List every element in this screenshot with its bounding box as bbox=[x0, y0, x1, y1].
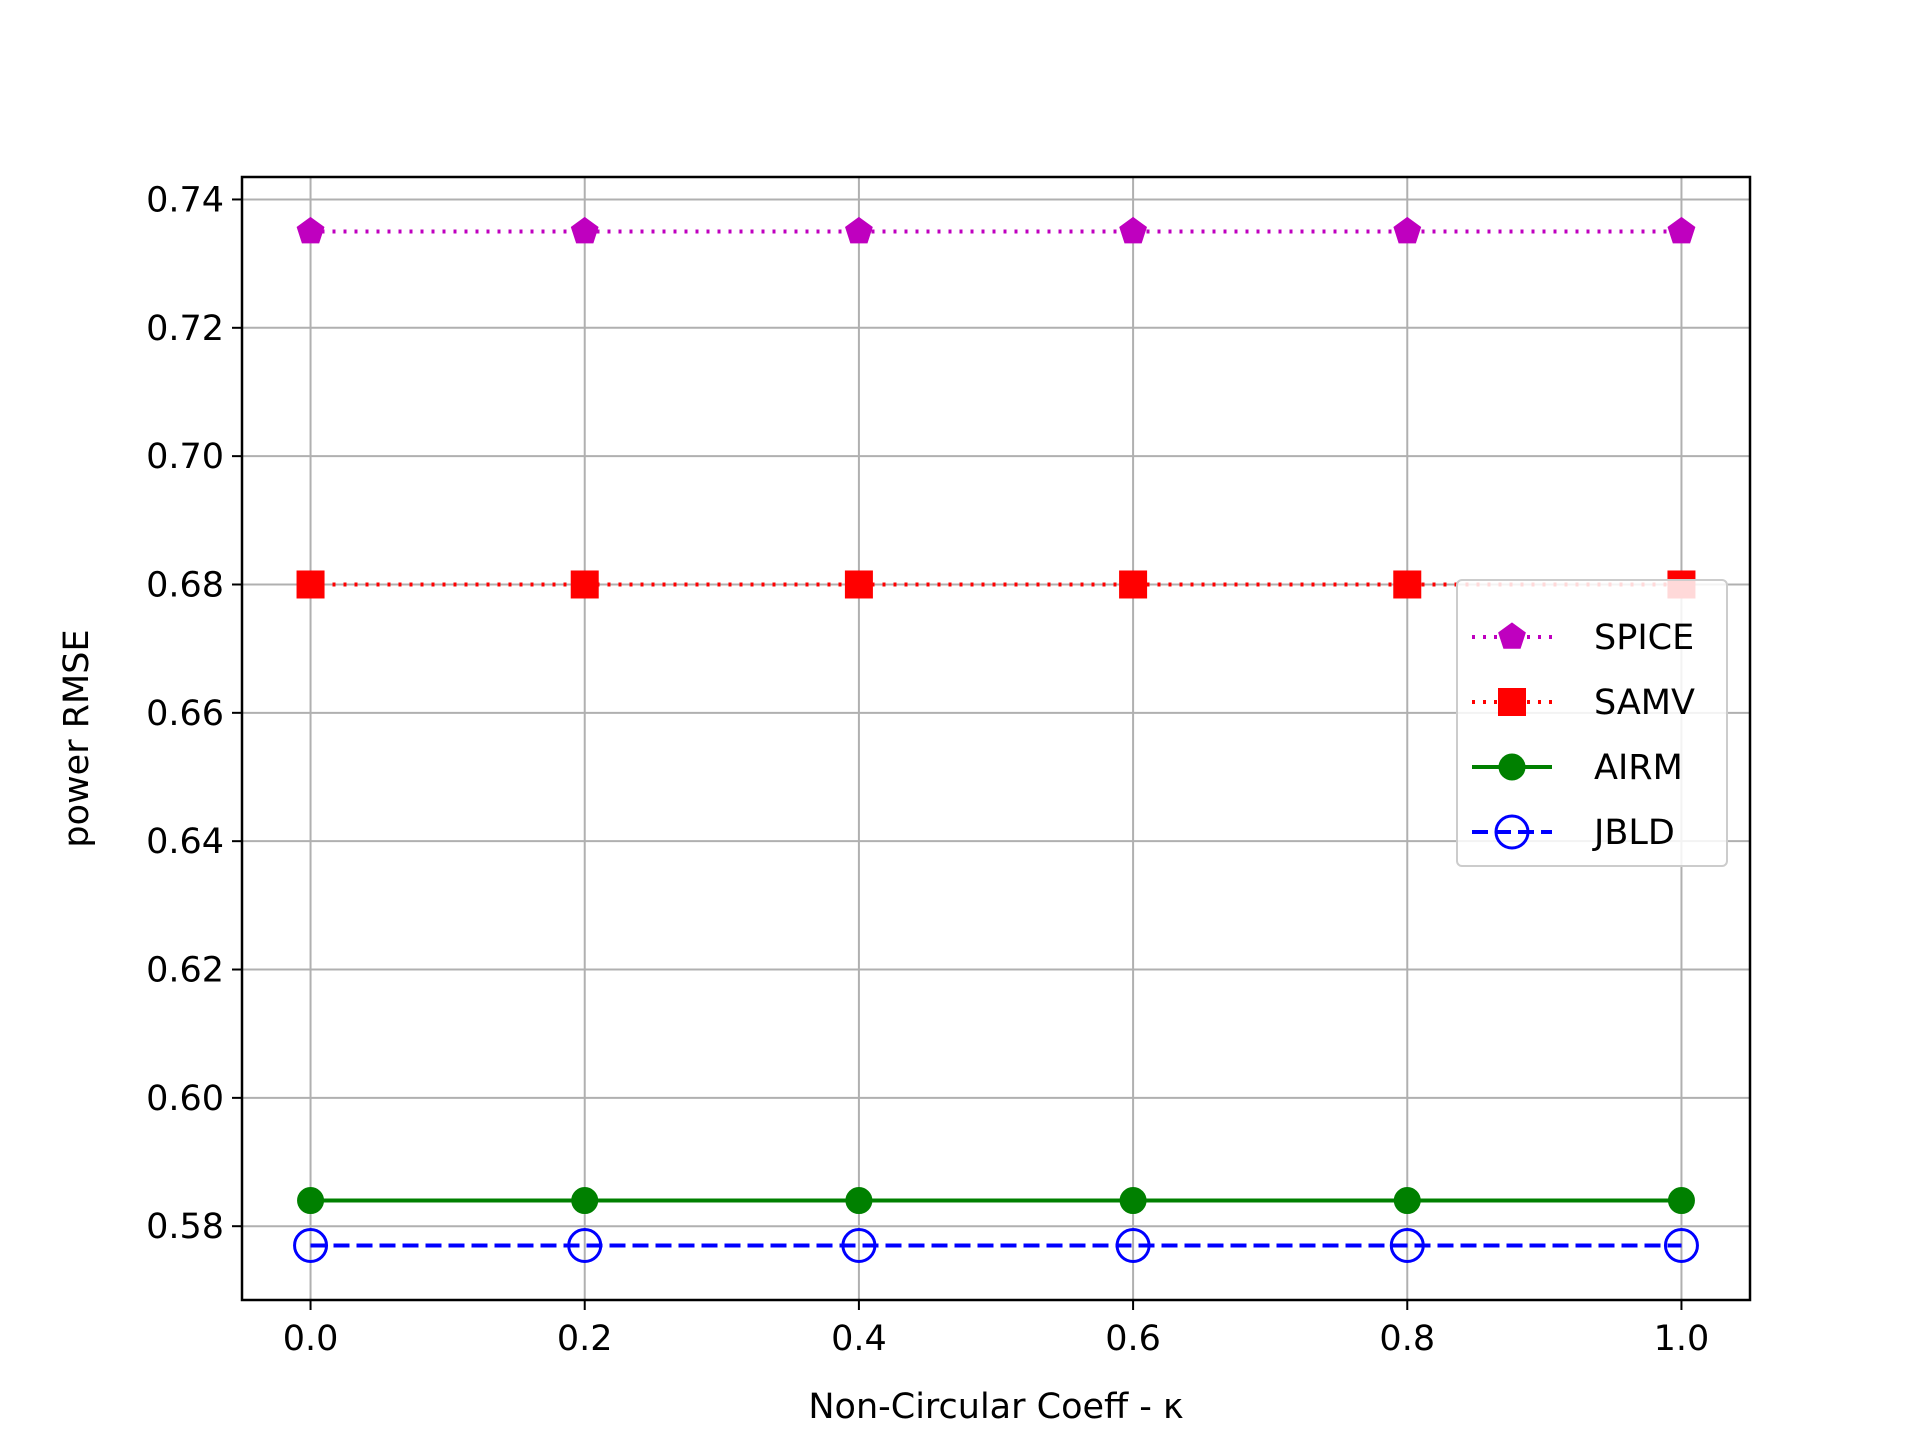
data-point bbox=[570, 216, 599, 244]
legend-marker bbox=[1498, 688, 1526, 716]
legend-entry: JBLD bbox=[1472, 813, 1675, 853]
legend-label: JBLD bbox=[1592, 813, 1675, 853]
legend-entry: SAMV bbox=[1472, 683, 1695, 723]
data-point bbox=[296, 216, 325, 244]
data-point bbox=[1119, 216, 1147, 244]
y-axis-title: power RMSE bbox=[57, 629, 97, 847]
data-point bbox=[567, 1227, 603, 1263]
data-point bbox=[570, 570, 599, 599]
legend-label: SPICE bbox=[1594, 618, 1694, 658]
x-tick-label: 0.2 bbox=[557, 1319, 613, 1359]
x-tick-label: 0.0 bbox=[283, 1319, 339, 1359]
data-point bbox=[1393, 216, 1422, 244]
y-tick-label: 0.62 bbox=[146, 951, 224, 991]
data-point bbox=[845, 216, 873, 244]
y-tick-label: 0.64 bbox=[146, 822, 224, 862]
x-tick-label: 0.6 bbox=[1105, 1319, 1161, 1359]
legend-label: SAMV bbox=[1594, 683, 1695, 723]
data-point bbox=[1115, 1227, 1151, 1263]
data-point bbox=[1119, 1187, 1147, 1215]
x-tick-label: 0.4 bbox=[831, 1319, 887, 1359]
series-spice bbox=[296, 216, 1696, 244]
data-point bbox=[844, 570, 873, 599]
legend-marker bbox=[1498, 622, 1526, 649]
data-point bbox=[841, 1227, 877, 1263]
y-tick-label: 0.66 bbox=[146, 694, 224, 734]
y-tick-label: 0.74 bbox=[146, 180, 224, 220]
plot-frame bbox=[240, 175, 1752, 1302]
legend-label: AIRM bbox=[1594, 748, 1683, 788]
x-tick-label: 1.0 bbox=[1654, 1319, 1710, 1359]
data-point bbox=[1667, 1187, 1695, 1215]
legend-entry: SPICE bbox=[1472, 618, 1694, 658]
data-point bbox=[1663, 1227, 1699, 1263]
data-point bbox=[1119, 570, 1148, 599]
y-tick-label: 0.60 bbox=[146, 1079, 224, 1119]
legend-box bbox=[1456, 579, 1728, 867]
legend-marker bbox=[1494, 814, 1530, 850]
x-axis-title: Non-Circular Coeff - κ bbox=[808, 1387, 1183, 1427]
data-point bbox=[296, 570, 325, 599]
y-tick-label: 0.70 bbox=[146, 437, 224, 477]
y-tick-label: 0.68 bbox=[146, 565, 224, 605]
legend: SPICE SAMV AIRM JBLD bbox=[1456, 579, 1728, 867]
data-point bbox=[293, 1227, 329, 1263]
data-point bbox=[1393, 570, 1422, 599]
axis-ticks: 0.0 0.2 0.4 0.6 0.8 1.0 0.58 0.60 0.62 0.64 0.66 0.… bbox=[146, 180, 1709, 1359]
series-airm bbox=[297, 1187, 1695, 1215]
legend-marker bbox=[1498, 753, 1526, 781]
data-point bbox=[297, 1187, 325, 1215]
y-tick-label: 0.72 bbox=[146, 309, 224, 349]
data-point bbox=[571, 1187, 599, 1215]
data-point bbox=[845, 1187, 873, 1215]
legend-entry: AIRM bbox=[1472, 748, 1683, 788]
data-point bbox=[1393, 1187, 1421, 1215]
series-jbld bbox=[293, 1227, 1699, 1263]
x-tick-label: 0.8 bbox=[1379, 1319, 1435, 1359]
data-point bbox=[1667, 216, 1696, 244]
series-samv bbox=[296, 570, 1696, 599]
y-tick-label: 0.58 bbox=[146, 1207, 224, 1247]
data-point bbox=[1389, 1227, 1425, 1263]
series-layer bbox=[293, 216, 1699, 1263]
